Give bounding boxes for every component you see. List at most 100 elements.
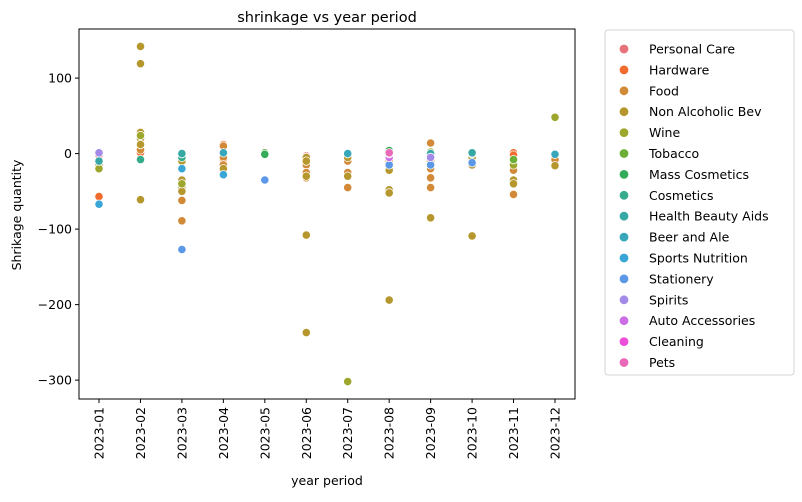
legend-marker [618, 190, 630, 201]
legend-label: Hardware [649, 62, 710, 77]
data-point [384, 148, 394, 158]
data-point [218, 148, 228, 158]
data-point [301, 156, 311, 166]
legend-marker [618, 64, 630, 76]
data-point [550, 112, 560, 122]
legend-label: Food [649, 83, 679, 98]
legend-label: Wine [649, 125, 680, 140]
data-point [177, 149, 187, 159]
data-point [94, 192, 104, 202]
legend-label: Non Alcoholic Bev [649, 104, 762, 119]
legend-label: Mass Cosmetics [649, 167, 749, 182]
data-point [508, 179, 519, 189]
y-tick-label: 100 [48, 71, 72, 86]
x-tick-label: 2023-11 [506, 407, 521, 459]
data-point [135, 130, 146, 141]
data-point [94, 164, 104, 174]
legend-label: Beer and Ale [649, 230, 730, 245]
data-point [94, 148, 104, 158]
data-point [301, 171, 311, 181]
data-point [177, 244, 187, 255]
data-point [135, 59, 146, 69]
legend-marker [618, 43, 630, 55]
data-point [301, 230, 311, 240]
data-point [425, 152, 436, 162]
data-point [343, 183, 353, 193]
legend-marker [618, 169, 630, 180]
marks-layer [94, 41, 560, 387]
data-point [425, 138, 436, 148]
legend-marker [618, 315, 630, 326]
plot-frame [78, 28, 576, 400]
legend-label: Spirits [649, 292, 688, 307]
data-point [425, 173, 436, 183]
legend-label: Cleaning [649, 334, 704, 349]
legend-marker [618, 106, 630, 117]
x-tick-label: 2023-01 [92, 407, 107, 459]
data-point [260, 175, 270, 185]
x-tick-label: 2023-07 [340, 407, 355, 459]
legend-label: Tobacco [648, 146, 699, 161]
data-point [343, 171, 353, 181]
y-tick-label: 0 [64, 146, 72, 161]
y-tick-label: −300 [38, 373, 72, 388]
legend-marker [618, 210, 630, 222]
x-tick-label: 2023-09 [423, 407, 438, 459]
data-point [467, 148, 477, 158]
legend-label: Sports Nutrition [649, 251, 748, 266]
legend-marker [618, 357, 630, 368]
data-point [135, 155, 146, 165]
ticks-layer: 100 0 −100 −200 −300 2023-01 2023-02 2023-03 202… [38, 71, 563, 460]
data-point [135, 139, 146, 150]
x-axis-label: year period [291, 473, 363, 488]
x-tick-label: 2023-12 [548, 407, 563, 459]
legend: Personal Care Hardware Food Non Alcoholic B… [604, 29, 795, 376]
x-tick-label: 2023-04 [216, 407, 231, 459]
data-point [467, 231, 477, 241]
data-point [384, 188, 394, 198]
data-point [218, 170, 228, 180]
data-point [467, 158, 477, 168]
data-point [425, 183, 436, 193]
legend-marker [618, 294, 630, 306]
x-tick-label: 2023-02 [133, 407, 148, 459]
data-point [177, 164, 187, 174]
data-point [177, 216, 187, 226]
legend-label: Stationery [649, 271, 714, 286]
legend-label: Pets [649, 355, 675, 370]
y-axis-label: Shrikage quantity [9, 159, 24, 270]
legend-marker [618, 231, 630, 243]
data-point [550, 149, 560, 159]
data-point [301, 327, 311, 338]
legend-marker [618, 127, 630, 138]
data-point [550, 161, 560, 171]
data-point [343, 149, 353, 159]
data-point [343, 376, 353, 387]
legend-label: Health Beauty Aids [649, 209, 769, 224]
legend-label: Auto Accessories [649, 313, 755, 328]
y-tick-label: −100 [38, 222, 72, 237]
data-point [94, 199, 104, 209]
legend-marker [618, 148, 630, 159]
x-tick-label: 2023-08 [382, 407, 397, 459]
data-point [260, 149, 270, 159]
legend-marker [618, 252, 630, 264]
legend-label: Personal Care [649, 42, 735, 57]
data-point [135, 41, 146, 52]
legend-items: Personal Care Hardware Food Non Alcoholic B… [618, 42, 769, 370]
data-point [177, 179, 187, 189]
chart-title: shrinkage vs year period [237, 10, 417, 26]
data-point [508, 189, 519, 199]
legend-marker [618, 273, 630, 285]
data-point [425, 213, 436, 223]
data-point [508, 155, 519, 165]
legend-label: Cosmetics [649, 188, 714, 203]
x-tick-label: 2023-10 [465, 407, 480, 459]
x-tick-label: 2023-05 [257, 407, 272, 459]
legend-marker [618, 85, 630, 97]
legend-marker [618, 336, 630, 347]
data-point [384, 295, 394, 305]
data-point [177, 195, 187, 205]
